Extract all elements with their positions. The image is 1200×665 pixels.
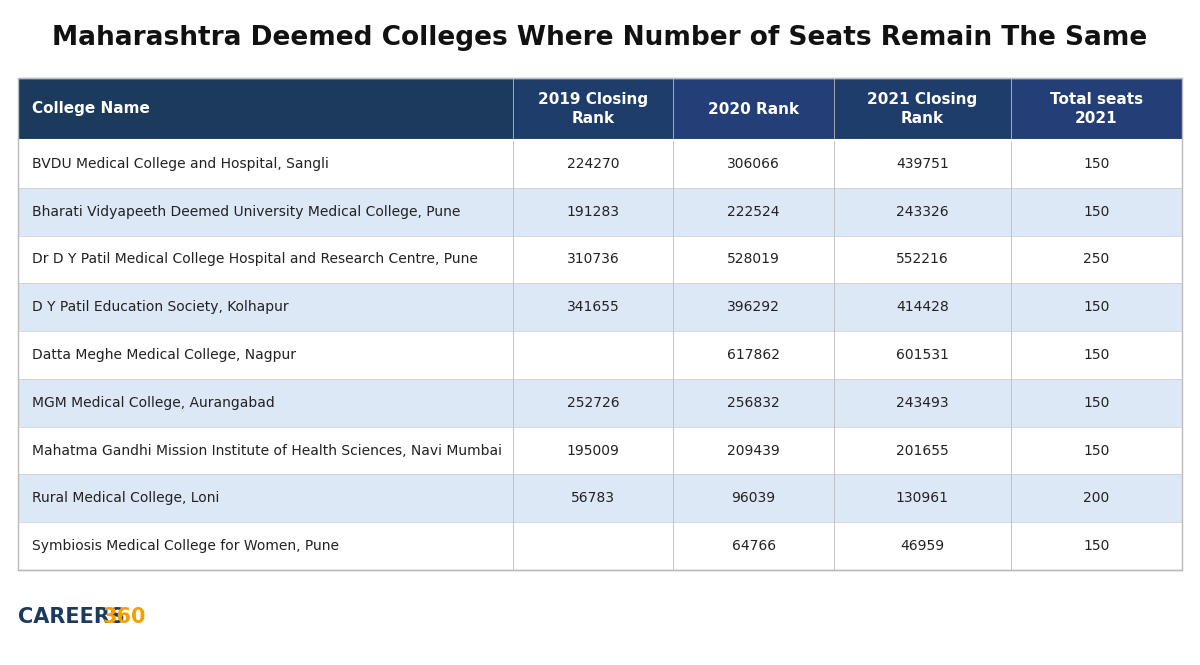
Text: College Name: College Name bbox=[32, 102, 150, 116]
Text: 150: 150 bbox=[1084, 444, 1110, 458]
Text: 528019: 528019 bbox=[727, 253, 780, 267]
Text: Mahatma Gandhi Mission Institute of Health Sciences, Navi Mumbai: Mahatma Gandhi Mission Institute of Heal… bbox=[32, 444, 502, 458]
Bar bbox=[18, 283, 1182, 331]
Text: 224270: 224270 bbox=[566, 157, 619, 171]
Bar bbox=[512, 78, 673, 140]
Text: 414428: 414428 bbox=[896, 300, 949, 315]
Text: 195009: 195009 bbox=[566, 444, 619, 458]
Text: 64766: 64766 bbox=[732, 539, 775, 553]
Text: 150: 150 bbox=[1084, 205, 1110, 219]
Bar bbox=[18, 379, 1182, 427]
Text: 96039: 96039 bbox=[732, 491, 775, 505]
Text: 252726: 252726 bbox=[566, 396, 619, 410]
Text: 310736: 310736 bbox=[566, 253, 619, 267]
Text: Total seats
2021: Total seats 2021 bbox=[1050, 92, 1144, 126]
Text: 46959: 46959 bbox=[900, 539, 944, 553]
Text: 150: 150 bbox=[1084, 300, 1110, 315]
Text: 341655: 341655 bbox=[566, 300, 619, 315]
Text: 2020 Rank: 2020 Rank bbox=[708, 102, 799, 116]
Text: 250: 250 bbox=[1084, 253, 1110, 267]
Text: Symbiosis Medical College for Women, Pune: Symbiosis Medical College for Women, Pun… bbox=[32, 539, 340, 553]
Bar bbox=[18, 427, 1182, 474]
Text: 243326: 243326 bbox=[896, 205, 949, 219]
Text: D Y Patil Education Society, Kolhapur: D Y Patil Education Society, Kolhapur bbox=[32, 300, 289, 315]
Bar bbox=[18, 331, 1182, 379]
Text: 191283: 191283 bbox=[566, 205, 619, 219]
Bar bbox=[834, 78, 1010, 140]
Text: MGM Medical College, Aurangabad: MGM Medical College, Aurangabad bbox=[32, 396, 275, 410]
Text: 150: 150 bbox=[1084, 348, 1110, 362]
Bar bbox=[18, 78, 1182, 570]
Text: 617862: 617862 bbox=[727, 348, 780, 362]
Bar bbox=[18, 522, 1182, 570]
Text: Dr D Y Patil Medical College Hospital and Research Centre, Pune: Dr D Y Patil Medical College Hospital an… bbox=[32, 253, 478, 267]
Text: Maharashtra Deemed Colleges Where Number of Seats Remain The Same: Maharashtra Deemed Colleges Where Number… bbox=[53, 25, 1147, 51]
Text: 243493: 243493 bbox=[896, 396, 949, 410]
Text: 306066: 306066 bbox=[727, 157, 780, 171]
Bar bbox=[18, 188, 1182, 235]
Text: 150: 150 bbox=[1084, 157, 1110, 171]
Text: 256832: 256832 bbox=[727, 396, 780, 410]
Text: Rural Medical College, Loni: Rural Medical College, Loni bbox=[32, 491, 220, 505]
Text: 150: 150 bbox=[1084, 539, 1110, 553]
Text: CAREERS: CAREERS bbox=[18, 607, 125, 627]
Text: 601531: 601531 bbox=[896, 348, 949, 362]
Bar bbox=[18, 474, 1182, 522]
Bar bbox=[18, 140, 1182, 188]
Text: 209439: 209439 bbox=[727, 444, 780, 458]
Bar bbox=[1010, 78, 1182, 140]
Text: 130961: 130961 bbox=[896, 491, 949, 505]
Text: 150: 150 bbox=[1084, 396, 1110, 410]
Bar bbox=[673, 78, 834, 140]
Text: 552216: 552216 bbox=[896, 253, 949, 267]
Bar bbox=[18, 235, 1182, 283]
Text: 222524: 222524 bbox=[727, 205, 780, 219]
Text: 2019 Closing
Rank: 2019 Closing Rank bbox=[538, 92, 648, 126]
Text: 56783: 56783 bbox=[571, 491, 616, 505]
Text: 439751: 439751 bbox=[896, 157, 949, 171]
Text: Bharati Vidyapeeth Deemed University Medical College, Pune: Bharati Vidyapeeth Deemed University Med… bbox=[32, 205, 461, 219]
Bar bbox=[18, 78, 512, 140]
Text: 200: 200 bbox=[1084, 491, 1110, 505]
Text: 201655: 201655 bbox=[896, 444, 949, 458]
Text: Datta Meghe Medical College, Nagpur: Datta Meghe Medical College, Nagpur bbox=[32, 348, 296, 362]
Text: BVDU Medical College and Hospital, Sangli: BVDU Medical College and Hospital, Sangl… bbox=[32, 157, 329, 171]
Text: 360: 360 bbox=[103, 607, 146, 627]
Text: 396292: 396292 bbox=[727, 300, 780, 315]
Text: 2021 Closing
Rank: 2021 Closing Rank bbox=[868, 92, 978, 126]
